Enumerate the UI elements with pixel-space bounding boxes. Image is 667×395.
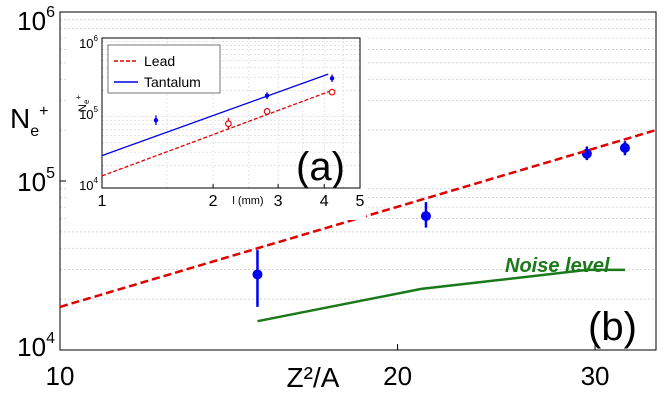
main-axes: 104 105 106 10 20 30 Z²/A Ne+ <box>10 4 610 393</box>
inset-x-tick-label: 4 <box>320 193 329 210</box>
inset-panel-label: (a) <box>296 145 345 189</box>
inset-plot-frame <box>101 37 361 189</box>
main-data-point <box>619 142 630 153</box>
inset-y-axis-label: Ne+ <box>74 95 91 112</box>
main-fit-line <box>59 128 657 309</box>
main-data-point <box>252 269 263 280</box>
inset-series <box>101 73 336 177</box>
inset-y-tick-label: 106 <box>79 34 98 51</box>
inset-lead-fit-line <box>101 89 333 177</box>
main-noise-level-line <box>257 268 625 323</box>
inset-tantalum-fit-line <box>101 73 329 157</box>
main-x-axis-label: Z²/A <box>287 362 340 393</box>
main-y-tick-label: 105 <box>17 165 55 197</box>
inset-lead-point <box>225 120 232 128</box>
inset-x-tick-label: 5 <box>356 193 365 210</box>
inset-x-tick-label: 1 <box>98 193 107 210</box>
inset-y-tick-label: 105 <box>79 105 98 122</box>
inset-lead-point <box>263 108 271 115</box>
noise-level-label: Noise level <box>505 255 610 277</box>
main-x-tick-label: 10 <box>46 361 75 391</box>
inset-tantalum-point <box>153 118 159 123</box>
inset-x-axis-label: l (mm) <box>232 195 263 207</box>
inset-chart: 104 105 106 1 2 3 4 5 l (mm) Ne+ (a) Lead Tantalu… <box>68 30 366 220</box>
inset-lead-point <box>328 88 336 96</box>
main-data-point <box>420 211 431 222</box>
inset-x-tick-label: 2 <box>209 193 218 210</box>
main-x-tick-label: 30 <box>581 361 610 391</box>
legend-lead-label: Lead <box>144 53 175 69</box>
main-panel-label: (b) <box>588 305 637 349</box>
main-y-tick-label: 104 <box>17 330 55 362</box>
main-y-axis-label: Ne+ <box>10 103 48 140</box>
legend-tantalum-label: Tantalum <box>144 74 201 90</box>
inset-tantalum-point <box>264 93 270 98</box>
inset-legend-box <box>107 44 221 94</box>
inset-x-tick-label: 3 <box>274 193 283 210</box>
inset-y-tick-label: 104 <box>79 176 98 193</box>
main-series: Noise level <box>59 128 657 323</box>
main-y-tick-label: 106 <box>17 4 55 36</box>
inset-tantalum-point <box>329 76 335 81</box>
inset-legend: Lead Tantalum <box>107 44 221 94</box>
inset-axes: 104 105 106 1 2 3 4 5 l (mm) Ne+ <box>74 34 365 210</box>
main-x-tick-label: 20 <box>383 361 412 391</box>
